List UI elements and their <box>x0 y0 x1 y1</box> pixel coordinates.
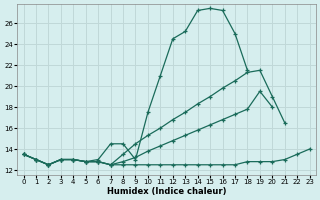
X-axis label: Humidex (Indice chaleur): Humidex (Indice chaleur) <box>107 187 226 196</box>
